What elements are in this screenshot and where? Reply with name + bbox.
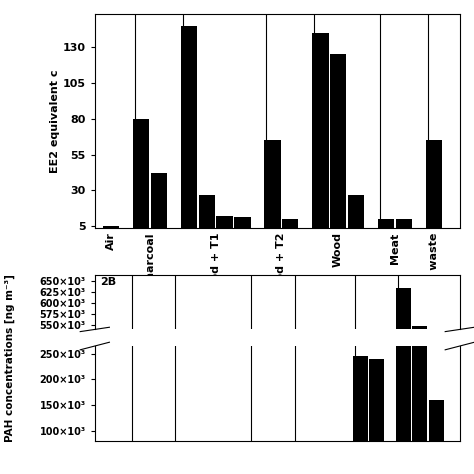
Bar (181, 26, 197, 233)
Bar (312, 33, 328, 233)
Bar (353, 458, 367, 474)
Bar (217, 216, 233, 233)
Bar (151, 173, 167, 233)
Bar (412, 201, 428, 474)
Bar (264, 140, 281, 233)
Bar (353, 356, 367, 474)
Bar (330, 55, 346, 233)
Bar (133, 118, 149, 233)
Bar (396, 219, 412, 233)
Bar (412, 326, 428, 474)
Bar (396, 288, 411, 474)
Text: 2B: 2B (100, 276, 117, 287)
Bar (199, 195, 215, 233)
Bar (282, 219, 299, 233)
Bar (190, 443, 204, 474)
Bar (396, 156, 411, 474)
Bar (378, 219, 394, 233)
Text: PAH concentrations [ng m⁻³]: PAH concentrations [ng m⁻³] (4, 274, 15, 442)
Y-axis label: EE2 equivalent c: EE2 equivalent c (50, 69, 60, 173)
Bar (426, 140, 442, 233)
Bar (369, 460, 384, 474)
Bar (348, 195, 364, 233)
Bar (103, 226, 119, 233)
Bar (369, 359, 384, 474)
Bar (234, 218, 251, 233)
Bar (428, 400, 444, 474)
